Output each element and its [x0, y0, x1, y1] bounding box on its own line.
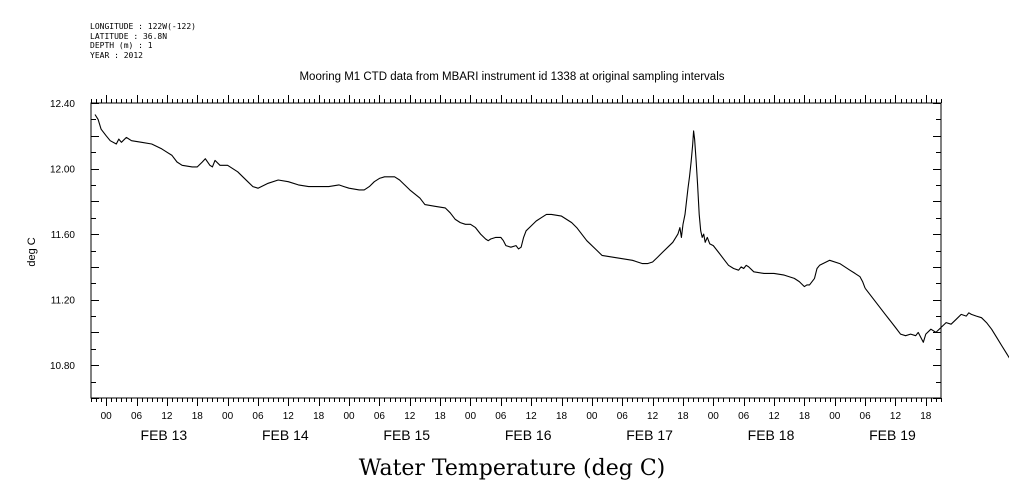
meta-longitude: LONGITUDE : 122W(-122) [90, 22, 196, 31]
y-tick-label: 11.20 [51, 296, 76, 307]
plot-frame [90, 102, 942, 399]
y-tick-label: 12.00 [50, 165, 75, 176]
tick-labels: 12.40 12.00 11.60 11.20 10.80 00 06 12 18 00 06 12 1… [50, 99, 932, 443]
x-day-label: FEB 13 [141, 427, 188, 443]
x-day-label: FEB 16 [505, 427, 552, 443]
x-hour-label: 18 [313, 411, 325, 422]
x-hour-label: 18 [677, 411, 689, 422]
x-hour-label: 12 [890, 411, 902, 422]
x-hour-label: 18 [799, 411, 811, 422]
x-hour-label: 12 [526, 411, 538, 422]
x-axis-label: Water Temperature (deg C) [359, 456, 666, 481]
x-hour-label: 00 [708, 411, 720, 422]
x-hour-label: 06 [131, 411, 143, 422]
x-hour-label: 18 [435, 411, 447, 422]
x-hour-label: 12 [283, 411, 295, 422]
temperature-series-0 [94, 114, 866, 289]
temperature-series-1 [864, 287, 1009, 359]
x-hour-label: 12 [404, 411, 416, 422]
x-day-label: FEB 17 [626, 427, 673, 443]
x-hour-label: 06 [738, 411, 750, 422]
x-hour-label: 12 [768, 411, 780, 422]
meta-depth: DEPTH (m) : 1 [90, 41, 153, 50]
x-day-label: FEB 15 [383, 427, 430, 443]
x-hour-label: 18 [192, 411, 204, 422]
x-hour-label: 06 [860, 411, 872, 422]
x-hour-label: 06 [374, 411, 386, 422]
x-day-label: FEB 14 [262, 427, 309, 443]
x-hour-label: 06 [252, 411, 264, 422]
x-hour-label: 12 [647, 411, 659, 422]
plot-axes [90, 102, 942, 399]
series-lines [94, 114, 1009, 359]
x-day-label: FEB 18 [748, 427, 795, 443]
metadata-block: LONGITUDE : 122W(-122) LATITUDE : 36.8N … [90, 22, 196, 60]
x-hour-label: 18 [920, 411, 932, 422]
x-hour-label: 00 [586, 411, 598, 422]
y-axis-label: deg C [26, 237, 38, 266]
x-day-label: FEB 19 [869, 427, 916, 443]
x-hour-label: 00 [343, 411, 355, 422]
x-hour-label: 06 [617, 411, 629, 422]
meta-latitude: LATITUDE : 36.8N [90, 31, 168, 41]
x-hour-label: 00 [465, 411, 477, 422]
axis-ticks [91, 95, 942, 406]
chart-title: Mooring M1 CTD data from MBARI instrumen… [299, 71, 724, 83]
meta-year: YEAR : 2012 [90, 50, 143, 60]
x-hour-label: 00 [222, 411, 234, 422]
x-hour-label: 18 [556, 411, 568, 422]
y-tick-label: 11.60 [51, 230, 76, 241]
x-hour-label: 12 [161, 411, 173, 422]
y-tick-label: 10.80 [50, 361, 75, 372]
x-hour-label: 06 [495, 411, 507, 422]
x-hour-label: 00 [829, 411, 841, 422]
x-hour-label: 00 [101, 411, 113, 422]
y-tick-label: 12.40 [50, 99, 75, 110]
